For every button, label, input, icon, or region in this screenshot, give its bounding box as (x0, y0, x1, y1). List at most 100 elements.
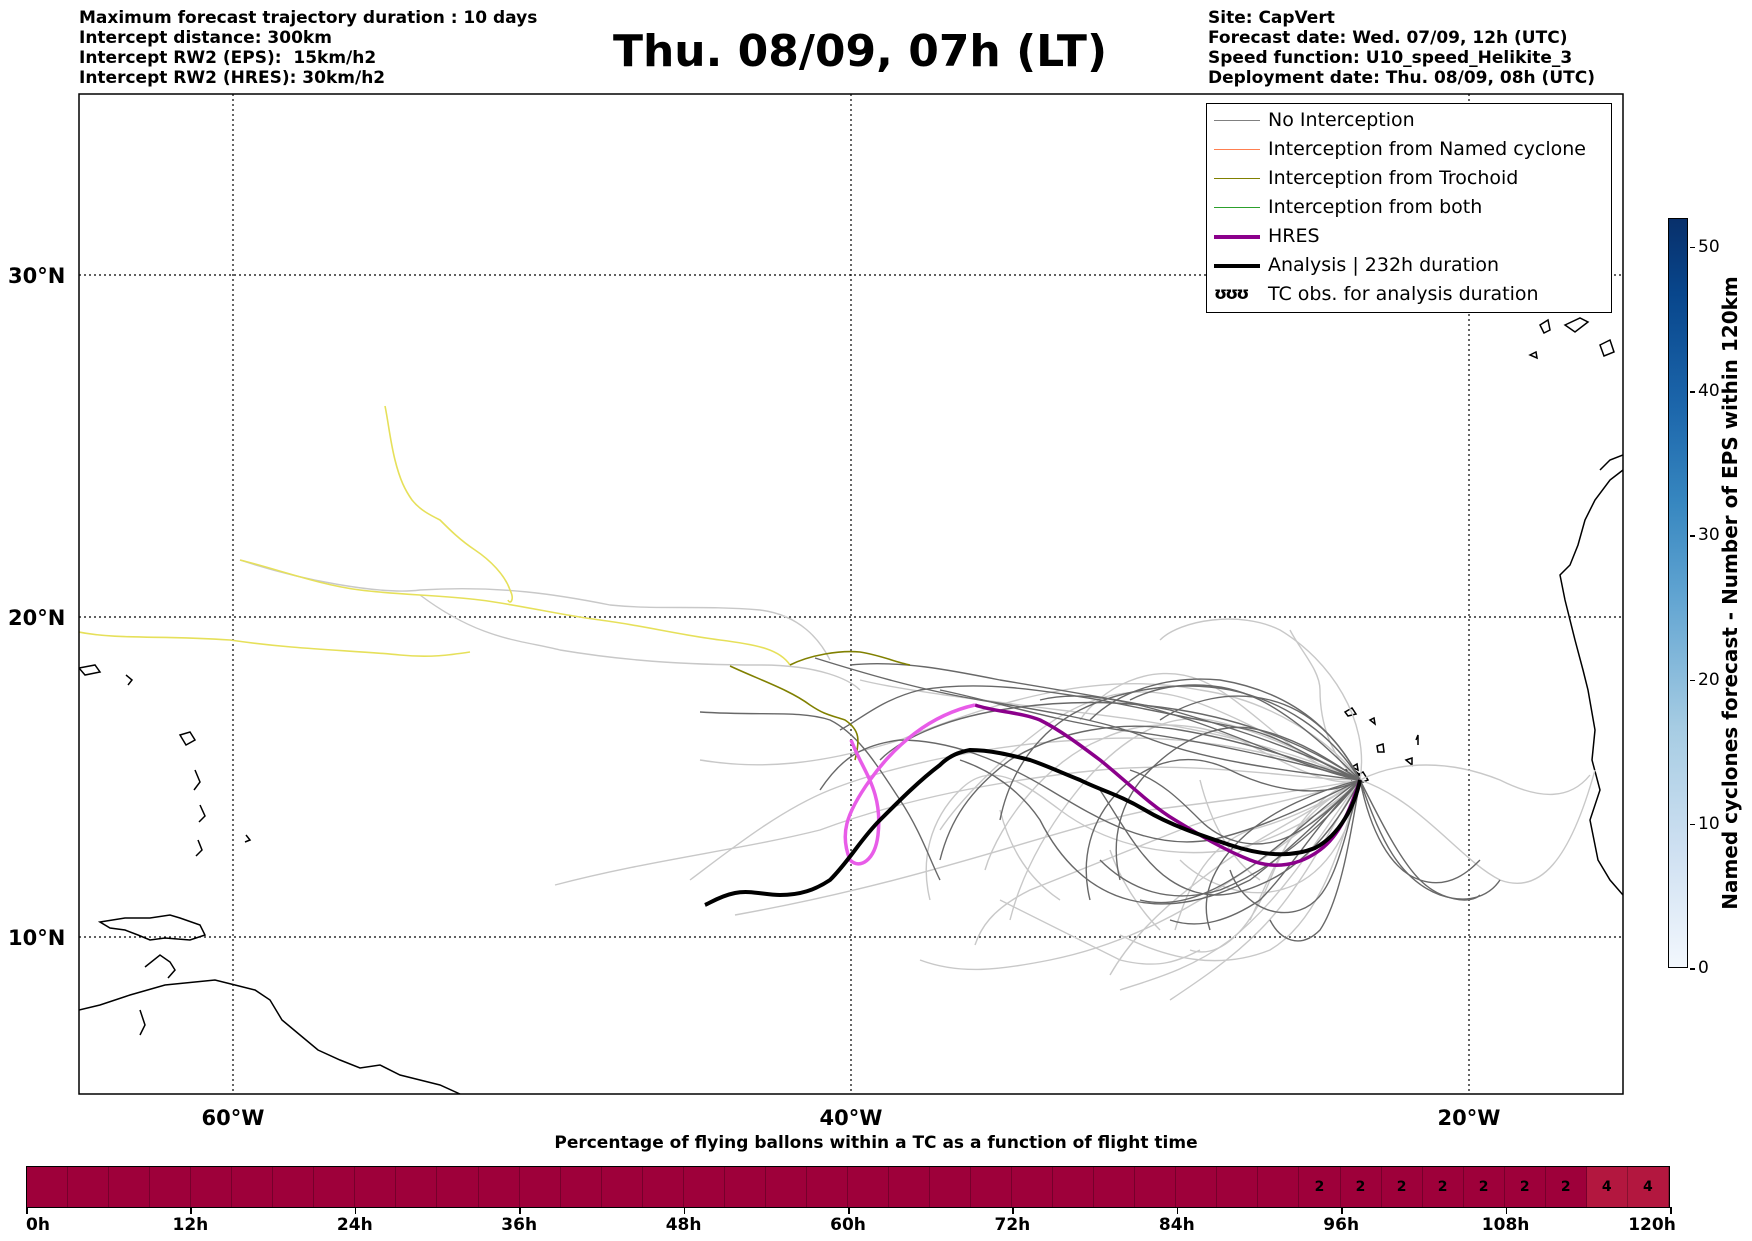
canary-island-b (1563, 317, 1590, 333)
legend-label: Interception from Named cyclone (1268, 138, 1586, 160)
timebar-cell (888, 1167, 931, 1207)
trajectory (999, 899, 1201, 965)
canary-island-a (1539, 318, 1551, 335)
legend-item-no-interception: No Interception (1207, 107, 1611, 135)
colorbar-tick (1690, 246, 1695, 249)
timebar-cell (232, 1167, 274, 1207)
trajectory (789, 650, 911, 666)
trajectory (1359, 779, 1481, 884)
trajectory (984, 724, 1361, 871)
trajectory (999, 685, 1361, 821)
caribbean-island-d (193, 769, 201, 791)
map-title: Thu. 08/09, 07h (LT) (612, 26, 1108, 77)
timebar-cell (601, 1167, 643, 1207)
forecast-parameters: Maximum forecast trajectory duration : 1… (79, 8, 537, 88)
legend-label: Interception from both (1268, 196, 1483, 218)
caribbean-island-c (178, 731, 197, 747)
trajectory (1009, 718, 1361, 921)
timebar-tick-label: 84h (1158, 1215, 1195, 1235)
trajectory (999, 809, 1061, 901)
colorbar-tick-label: 20 (1698, 669, 1720, 690)
trajectory (849, 663, 1361, 781)
trajectory (1169, 779, 1361, 1001)
trajectory (1129, 684, 1361, 781)
timebar-cell: 4 (1586, 1167, 1628, 1207)
africa-coast-west (1559, 469, 1623, 896)
tc-symbol-icon: ʊʊʊ (1214, 284, 1249, 304)
cape-verde-island-d (1350, 762, 1359, 772)
lon-label-40w: 40°W (820, 1106, 883, 1130)
map-frame (78, 93, 1624, 1095)
timebar-tick (1341, 1207, 1343, 1214)
colorbar-tick-label: 10 (1698, 813, 1720, 834)
timebar-cell (478, 1167, 520, 1207)
caribbean-island-f (195, 839, 203, 857)
trajectory (419, 594, 861, 691)
trajectory (729, 665, 859, 761)
timebar-cell (191, 1167, 233, 1207)
caribbean-island-b (125, 674, 134, 686)
timebar-tick (1670, 1207, 1672, 1214)
trajectory (819, 739, 1361, 843)
trajectory (1249, 779, 1361, 921)
legend-swatch (1214, 235, 1260, 239)
timebar-cell (765, 1167, 807, 1207)
timebar-cell (396, 1167, 438, 1207)
timebar-cell (519, 1167, 561, 1207)
trajectory (1129, 769, 1361, 845)
timebar-cell (437, 1167, 479, 1207)
timebar-tick-label: 108h (1481, 1215, 1530, 1235)
timebar-cell (1094, 1167, 1136, 1207)
timebar-cell (1012, 1167, 1054, 1207)
trajectory (1099, 779, 1361, 897)
cape-verde-island-c (1376, 742, 1385, 753)
timebar-cell: 4 (1627, 1167, 1669, 1207)
caribbean-island-e (198, 804, 206, 823)
hres-trajectory (974, 703, 1362, 867)
colorbar-tick (1690, 679, 1695, 682)
timebar-cell: 2 (1422, 1167, 1464, 1207)
legend-item-trochoid: Interception from Trochoid (1207, 165, 1611, 193)
timebar-cell (1258, 1167, 1300, 1207)
trochoid-trajectories (729, 650, 911, 761)
legend-item-both: Interception from both (1207, 194, 1611, 222)
timebar-tick (1176, 1207, 1179, 1214)
timebar-tick-label: 72h (994, 1215, 1031, 1235)
timebar-cell (273, 1167, 315, 1207)
legend-item-tc-obs: ʊʊʊ TC obs. for analysis duration (1207, 281, 1611, 309)
timebar-tick (354, 1207, 357, 1214)
africa-coast-north (1599, 454, 1623, 471)
colorbar-tick (1690, 535, 1695, 537)
caribbean-island-g (244, 834, 252, 843)
site-info: Site: CapVert Forecast date: Wed. 07/09,… (1208, 8, 1595, 88)
timebar-tick (1012, 1207, 1014, 1214)
trajectory (1039, 695, 1361, 781)
south-america-coast (79, 979, 461, 1094)
cape-verde-island-b (1368, 716, 1377, 726)
legend-swatch (1214, 207, 1260, 208)
canary-island-d (1528, 350, 1538, 360)
lat-label-20n: 20°N (8, 606, 65, 630)
eps-trajectories-light (239, 559, 1596, 1001)
trajectory (974, 779, 1361, 946)
trajectory (925, 774, 1361, 901)
trajectory (1229, 779, 1361, 914)
timebar-cell (27, 1167, 69, 1207)
trajectory (239, 559, 791, 666)
canary-island-c (1599, 338, 1615, 357)
forecast-date: Forecast date: Wed. 07/09, 12h (UTC) (1208, 28, 1568, 48)
timebar-cell (150, 1167, 192, 1207)
trajectory (1109, 849, 1161, 931)
legend-swatch (1214, 120, 1260, 121)
legend-label: TC obs. for analysis duration (1268, 283, 1539, 305)
timebar-tick (683, 1207, 686, 1214)
legend-label: HRES (1268, 225, 1320, 247)
legend-swatch (1214, 149, 1260, 150)
legend-item-analysis: Analysis | 232h duration (1207, 252, 1611, 280)
timebar-tick-label: 36h (501, 1215, 538, 1235)
lon-label-60w: 60°W (202, 1106, 265, 1130)
trajectory (1099, 779, 1361, 896)
trajectory (1085, 758, 1361, 901)
deployment-date: Deployment date: Thu. 08/09, 08h (UTC) (1208, 68, 1595, 88)
hres-trajectory-loop (843, 703, 976, 866)
